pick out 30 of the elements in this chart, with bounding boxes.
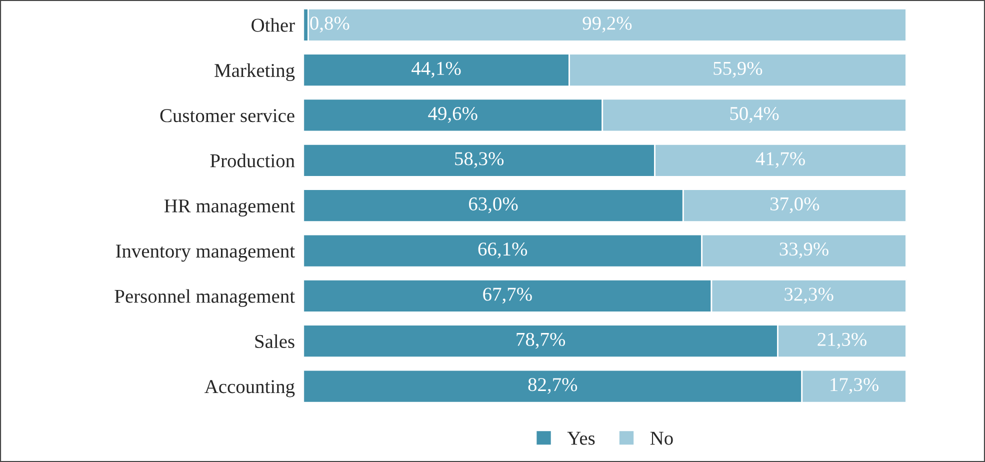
legend-label: No — [650, 432, 673, 445]
data-label: 58,3% — [455, 152, 504, 168]
data-label: 55,9% — [714, 62, 762, 78]
data-label: 49,6% — [428, 106, 478, 123]
data-label: 17,3% — [830, 378, 879, 394]
data-label: 63,0% — [468, 197, 518, 214]
data-label: 0,8% — [310, 16, 350, 33]
data-label: 44,1% — [412, 62, 461, 78]
y-tick-label: Production — [210, 154, 295, 168]
bar — [308, 8, 906, 42]
data-label: 33,9% — [780, 242, 828, 258]
y-tick-label: Marketing — [214, 63, 295, 82]
y-tick-label: Sales — [255, 334, 294, 348]
data-label: 37,0% — [770, 197, 820, 214]
y-tick-label: HR management — [164, 200, 295, 217]
y-tick-label: Accounting — [204, 380, 295, 398]
data-label: 21,3% — [818, 332, 866, 349]
data-label: 82,7% — [528, 378, 578, 394]
y-tick-label: Inventory management — [116, 244, 295, 262]
data-label: 67,7% — [483, 288, 532, 304]
data-label: 99,2% — [582, 16, 632, 33]
y-tick-label: Customer service — [160, 109, 294, 122]
y-tick-label: Other — [252, 18, 295, 32]
data-label: 78,7% — [516, 332, 566, 349]
data-label: 66,1% — [478, 242, 528, 258]
data-label: 32,3% — [784, 288, 834, 304]
data-label: 41,7% — [756, 152, 805, 168]
data-label: 50,4% — [730, 106, 779, 123]
legend-label: Yes — [567, 432, 595, 445]
y-tick-label: Personnel management — [114, 289, 295, 307]
